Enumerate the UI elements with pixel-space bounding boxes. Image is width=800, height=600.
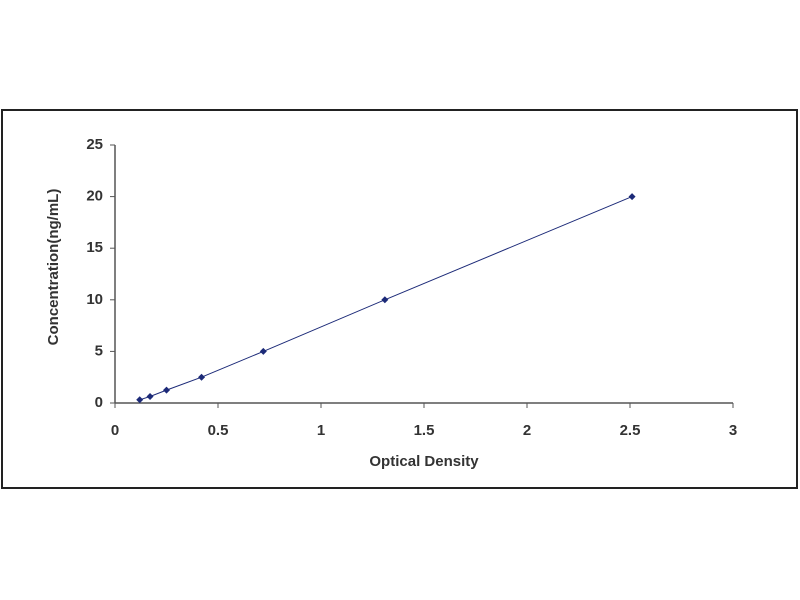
y-tick-label: 25 [86,136,103,153]
y-tick-label: 20 [86,188,103,205]
x-tick-label: 0.5 [208,422,229,439]
data-point [136,396,144,404]
chart-frame [1,109,798,489]
y-tick-label: 5 [95,342,103,359]
x-tick-label: 3 [729,422,737,439]
data-point [628,193,636,201]
data-point [259,347,267,355]
x-tick-label: 2.5 [620,422,641,439]
y-tick-label: 10 [86,291,103,308]
y-tick-label: 15 [86,239,103,256]
data-point [198,373,206,381]
x-tick-label: 1 [317,422,325,439]
y-axis-label: Concentration(ng/mL) [45,189,62,346]
data-point [381,296,389,304]
x-tick-label: 1.5 [414,422,435,439]
data-point [146,392,154,400]
x-axis-label: Optical Density [369,453,479,470]
x-tick-label: 2 [523,422,531,439]
y-tick-label: 0 [95,394,103,411]
x-tick-label: 0 [111,422,119,439]
data-point [163,386,170,394]
